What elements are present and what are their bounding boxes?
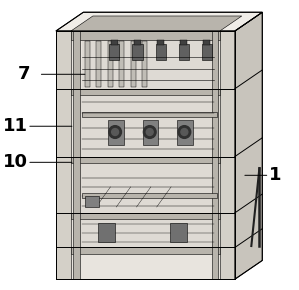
Bar	[82, 193, 217, 198]
Bar	[157, 40, 164, 46]
Polygon shape	[235, 12, 262, 279]
Bar	[111, 40, 118, 46]
Bar	[78, 89, 220, 157]
Bar	[82, 112, 217, 117]
Bar	[212, 31, 218, 279]
Bar	[177, 120, 193, 145]
Bar	[78, 213, 220, 247]
Bar	[82, 40, 217, 89]
Bar	[56, 31, 235, 279]
Bar	[71, 213, 220, 219]
Bar	[132, 44, 143, 60]
Bar	[71, 89, 220, 95]
Bar	[131, 41, 136, 87]
Bar	[155, 44, 166, 60]
Polygon shape	[71, 16, 242, 31]
Bar	[96, 41, 101, 87]
Bar	[56, 31, 235, 279]
Bar	[180, 40, 187, 46]
Bar	[119, 41, 124, 87]
Circle shape	[146, 128, 153, 135]
Bar	[134, 40, 141, 46]
Bar	[202, 44, 212, 60]
Text: 11: 11	[3, 117, 28, 135]
Bar	[142, 41, 147, 87]
Bar	[203, 40, 210, 46]
Bar	[108, 120, 124, 145]
Bar	[98, 223, 115, 242]
Circle shape	[112, 128, 119, 135]
Text: 1: 1	[269, 166, 282, 184]
Bar	[73, 31, 80, 279]
Bar	[78, 247, 220, 279]
Circle shape	[144, 126, 156, 138]
Bar	[109, 44, 119, 60]
Bar	[179, 44, 189, 60]
Bar	[71, 157, 220, 163]
Bar	[143, 120, 158, 145]
Bar	[71, 31, 220, 40]
Bar	[220, 31, 235, 279]
Text: 10: 10	[3, 153, 28, 171]
Bar	[108, 41, 113, 87]
Bar	[85, 41, 90, 87]
Circle shape	[109, 126, 121, 138]
Text: 7: 7	[18, 65, 30, 83]
Bar	[56, 31, 71, 279]
Bar	[71, 247, 220, 254]
Bar	[170, 223, 187, 242]
Bar	[85, 195, 99, 207]
Bar	[78, 157, 220, 213]
Circle shape	[178, 126, 191, 138]
Circle shape	[181, 128, 188, 135]
Polygon shape	[56, 12, 262, 31]
